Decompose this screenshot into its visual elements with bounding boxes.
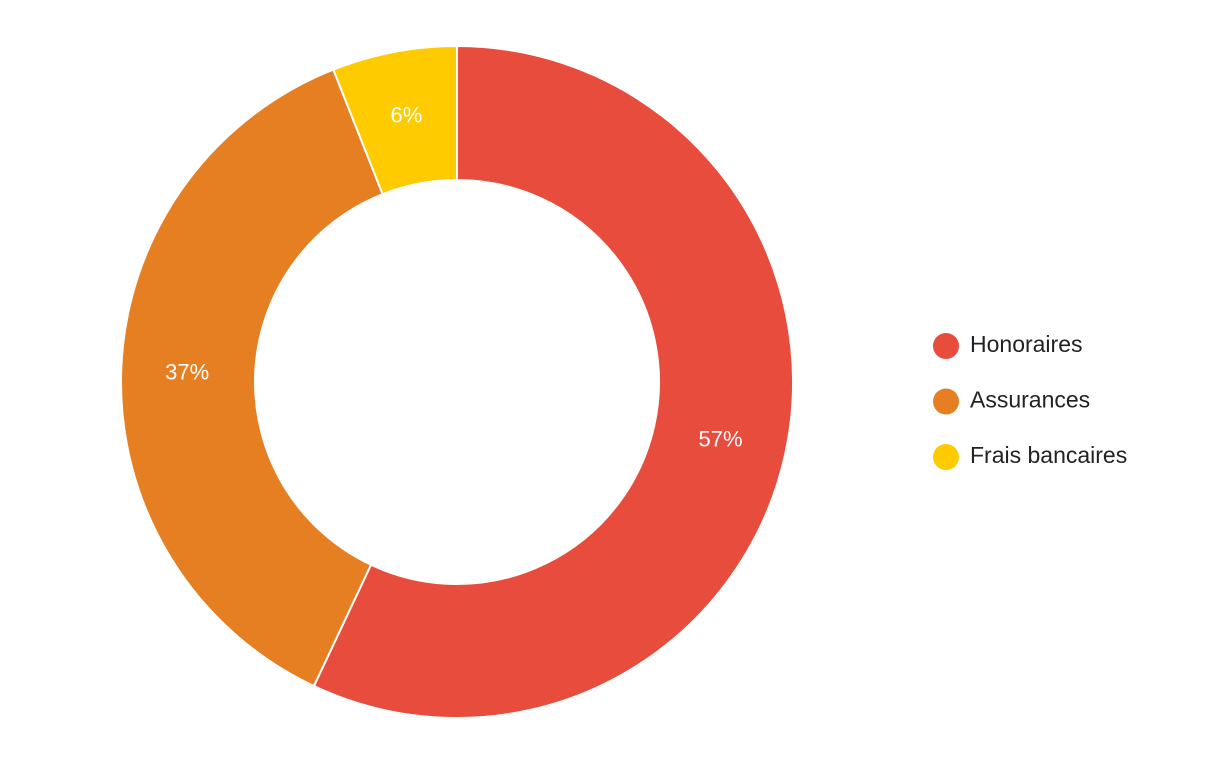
- value-label: 37%: [165, 359, 209, 384]
- donut-slice: [312, 44, 794, 719]
- legend-marker: [933, 333, 959, 359]
- legend-marker: [933, 388, 959, 415]
- legend-marker: [933, 444, 959, 470]
- legend-label: Assurances: [970, 387, 1090, 413]
- legend-label: Honoraires: [970, 331, 1083, 357]
- legend-label: Frais bancaires: [970, 442, 1127, 468]
- donut-slice: [332, 44, 458, 196]
- value-label: 57%: [698, 427, 742, 452]
- donut-slice: [120, 68, 384, 688]
- value-label: 6%: [391, 103, 423, 128]
